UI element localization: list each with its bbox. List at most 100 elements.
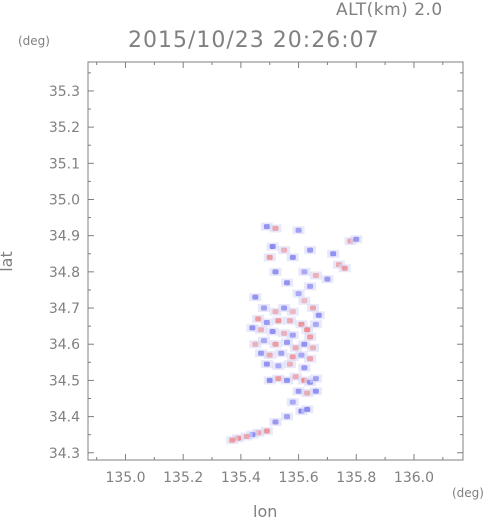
echo-point [292,374,299,380]
echo-point [304,327,311,333]
echo-point [353,236,360,242]
x-axis-unit: (deg) [452,486,484,500]
y-tick-label: 35.1 [49,156,80,172]
echo-point [269,329,276,335]
echo-point [249,325,256,331]
echo-point [258,327,265,333]
y-tick-label: 34.5 [49,373,80,389]
echo-halo [249,340,262,349]
echo-point [289,254,296,260]
echo-point [295,291,302,297]
echo-point [263,320,270,326]
y-tick-label: 34.9 [49,229,80,245]
echo-point [243,433,250,439]
echo-point [278,350,285,356]
echo-point [260,305,267,311]
echo-point [312,272,319,278]
echo-point [298,352,305,358]
echo-point [263,428,270,434]
echo-point [284,339,291,345]
echo-point [284,414,291,420]
echo-halo [278,329,291,338]
echo-halo [278,246,291,255]
echo-point [307,247,314,253]
echo-point [310,345,316,351]
echo-point [307,334,314,340]
echo-point [281,305,288,311]
echo-point [304,406,311,412]
echo-halo [298,296,311,305]
echo-point [281,247,288,253]
y-tick-label: 34.7 [49,301,80,317]
echo-point [252,341,259,347]
echo-point [260,338,267,344]
timestamp-title: 2015/10/23 20:26:07 [128,28,380,53]
echo-point [272,269,279,275]
echo-point [289,332,296,338]
echo-point [263,224,270,230]
echo-point [312,388,319,394]
echo-point [289,399,296,405]
echo-point [301,298,308,304]
y-tick-label: 34.4 [49,410,80,426]
echo-point [272,341,279,347]
echo-point [341,265,348,271]
echo-point [266,254,273,260]
y-tick-label: 35.0 [49,192,80,208]
y-axis-unit: (deg) [18,34,50,48]
echo-point [295,227,302,233]
echo-point [315,312,322,318]
echo-point [284,377,291,383]
echo-point [275,376,282,382]
echo-point [272,309,279,315]
echo-point [275,363,282,369]
echo-point [301,365,308,371]
echo-point [310,305,316,311]
echo-point [330,251,337,257]
echo-point [289,354,296,360]
y-tick-label: 35.3 [49,84,80,100]
echo-point [255,316,262,322]
y-tick-label: 35.2 [49,120,80,136]
echo-point [289,309,296,315]
echo-point [295,388,302,394]
echo-point [272,225,279,231]
echo-point [275,318,282,324]
echo-point [272,419,279,425]
echo-point [324,276,331,282]
echo-point [286,361,293,367]
x-tick-label: 135.8 [336,470,376,486]
y-tick-label: 34.8 [49,265,80,281]
echo-point [301,269,308,275]
x-tick-label: 135.0 [105,470,145,486]
echo-point [263,361,270,367]
echo-point [229,437,236,443]
plot-frame [87,61,464,461]
axis-ticks-layer: 135.0 135.2 135.4 135.6 135.8 136.0 34.3 34.4 34… [49,62,463,486]
echo-point [312,321,319,327]
echo-point [258,350,265,356]
echo-point [298,321,305,327]
echo-point [292,345,299,351]
y-tick-label: 34.3 [49,446,80,462]
y-tick-label: 34.6 [49,337,80,353]
echo-point [312,376,319,382]
echo-halo [309,271,322,280]
echo-point [281,330,288,336]
altitude-label: ALT(km) 2.0 [336,0,443,20]
echo-points-layer [226,222,363,445]
echo-halo [307,343,319,352]
echo-halo [269,307,282,316]
echo-point [284,280,291,286]
echo-halo [255,325,268,334]
x-tick-label: 135.4 [221,470,261,486]
echo-point [269,244,276,250]
echo-point [252,294,259,300]
echo-point [286,318,293,324]
echo-point [266,377,273,383]
echo-point [304,390,311,396]
x-axis-title: lon [253,502,278,521]
echo-point [307,356,314,362]
x-tick-label: 135.2 [163,470,203,486]
